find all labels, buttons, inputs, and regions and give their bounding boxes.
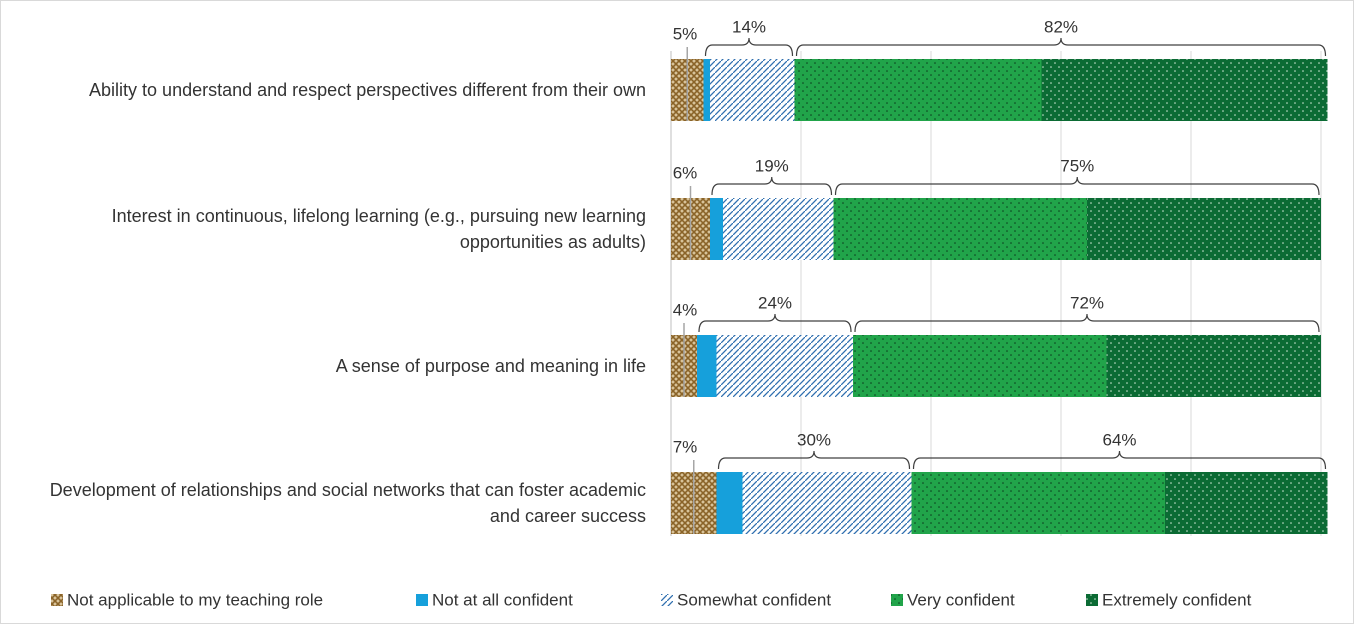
bar-segment [794, 59, 1042, 121]
legend-swatch [891, 594, 903, 606]
bar-segment [742, 472, 912, 534]
group-label: 6% [673, 163, 698, 182]
bar-segment [716, 472, 743, 534]
bar-segment [716, 335, 853, 397]
brace [717, 450, 911, 470]
bar-segment [703, 59, 710, 121]
bar-segment [911, 472, 1165, 534]
legend-label: Not at all confident [432, 590, 573, 609]
bar-segment [1165, 472, 1328, 534]
bar-segment [697, 335, 717, 397]
group-label: 7% [673, 437, 698, 456]
legend-swatch [661, 594, 673, 606]
bar-segment [710, 198, 723, 260]
group-label: 5% [673, 24, 698, 43]
legend-swatch [51, 594, 63, 606]
bar-segment [1106, 335, 1321, 397]
legend-label: Not applicable to my teaching role [67, 590, 323, 609]
brace [704, 37, 794, 57]
group-label: 75% [1060, 156, 1094, 175]
legend-swatch [1086, 594, 1098, 606]
group-label: 14% [732, 17, 766, 36]
category-label: Development of relationships and social … [49, 480, 646, 526]
legend-label: Somewhat confident [677, 590, 831, 609]
bar-segment [1087, 198, 1321, 260]
bar-segment [833, 198, 1087, 260]
brace [912, 450, 1327, 470]
legend-label: Very confident [907, 590, 1015, 609]
group-label: 82% [1044, 17, 1078, 36]
brace [795, 37, 1327, 57]
legend-swatch [416, 594, 428, 606]
category-label: A sense of purpose and meaning in life [335, 356, 646, 376]
bar-segment [710, 59, 795, 121]
group-label: 19% [755, 156, 789, 175]
category-label: Ability to understand and respect perspe… [89, 80, 646, 100]
group-label: 64% [1102, 430, 1136, 449]
group-label: 72% [1070, 293, 1104, 312]
group-label: 4% [673, 300, 698, 319]
bar-segment [853, 335, 1107, 397]
category-label: Interest in continuous, lifelong learnin… [111, 206, 646, 252]
bar-segment [723, 198, 834, 260]
brace [854, 313, 1320, 333]
group-label: 30% [797, 430, 831, 449]
brace [834, 176, 1320, 196]
brace [711, 176, 833, 196]
legend-label: Extremely confident [1102, 590, 1252, 609]
group-label: 24% [758, 293, 792, 312]
brace [698, 313, 852, 333]
bar-segment [1041, 59, 1328, 121]
